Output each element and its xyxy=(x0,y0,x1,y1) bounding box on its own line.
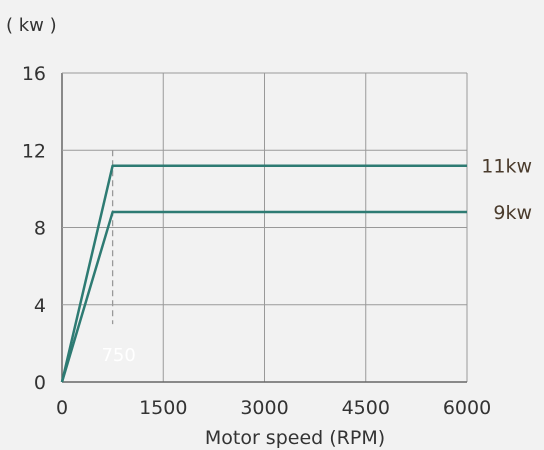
y-tick-label: 4 xyxy=(34,295,46,317)
y-tick-label: 8 xyxy=(34,218,46,240)
series-line xyxy=(60,164,467,383)
x-tick-label: 0 xyxy=(56,397,68,419)
annotation-label: 750 xyxy=(101,345,135,366)
x-tick-label: 4500 xyxy=(342,397,390,419)
series-layer: 11kw 9kw xyxy=(60,156,532,383)
x-axis-title: Motor speed (RPM) xyxy=(205,427,385,449)
series-line xyxy=(60,210,467,383)
tick-labels: 0 1500 3000 4500 6000 0 4 8 12 16 xyxy=(22,63,491,419)
y-tick-label: 16 xyxy=(22,63,46,85)
annotation-layer: 750 xyxy=(101,150,136,366)
x-tick-label: 3000 xyxy=(240,397,288,419)
x-tick-label: 1500 xyxy=(139,397,187,419)
y-tick-label: 0 xyxy=(34,372,46,394)
series-label: 11kw xyxy=(481,156,532,178)
grid xyxy=(61,72,468,383)
x-tick-label: 6000 xyxy=(443,397,491,419)
unit-label: ( kw ) xyxy=(6,15,57,36)
y-tick-label: 12 xyxy=(22,140,46,162)
series-label: 9kw xyxy=(493,202,532,224)
